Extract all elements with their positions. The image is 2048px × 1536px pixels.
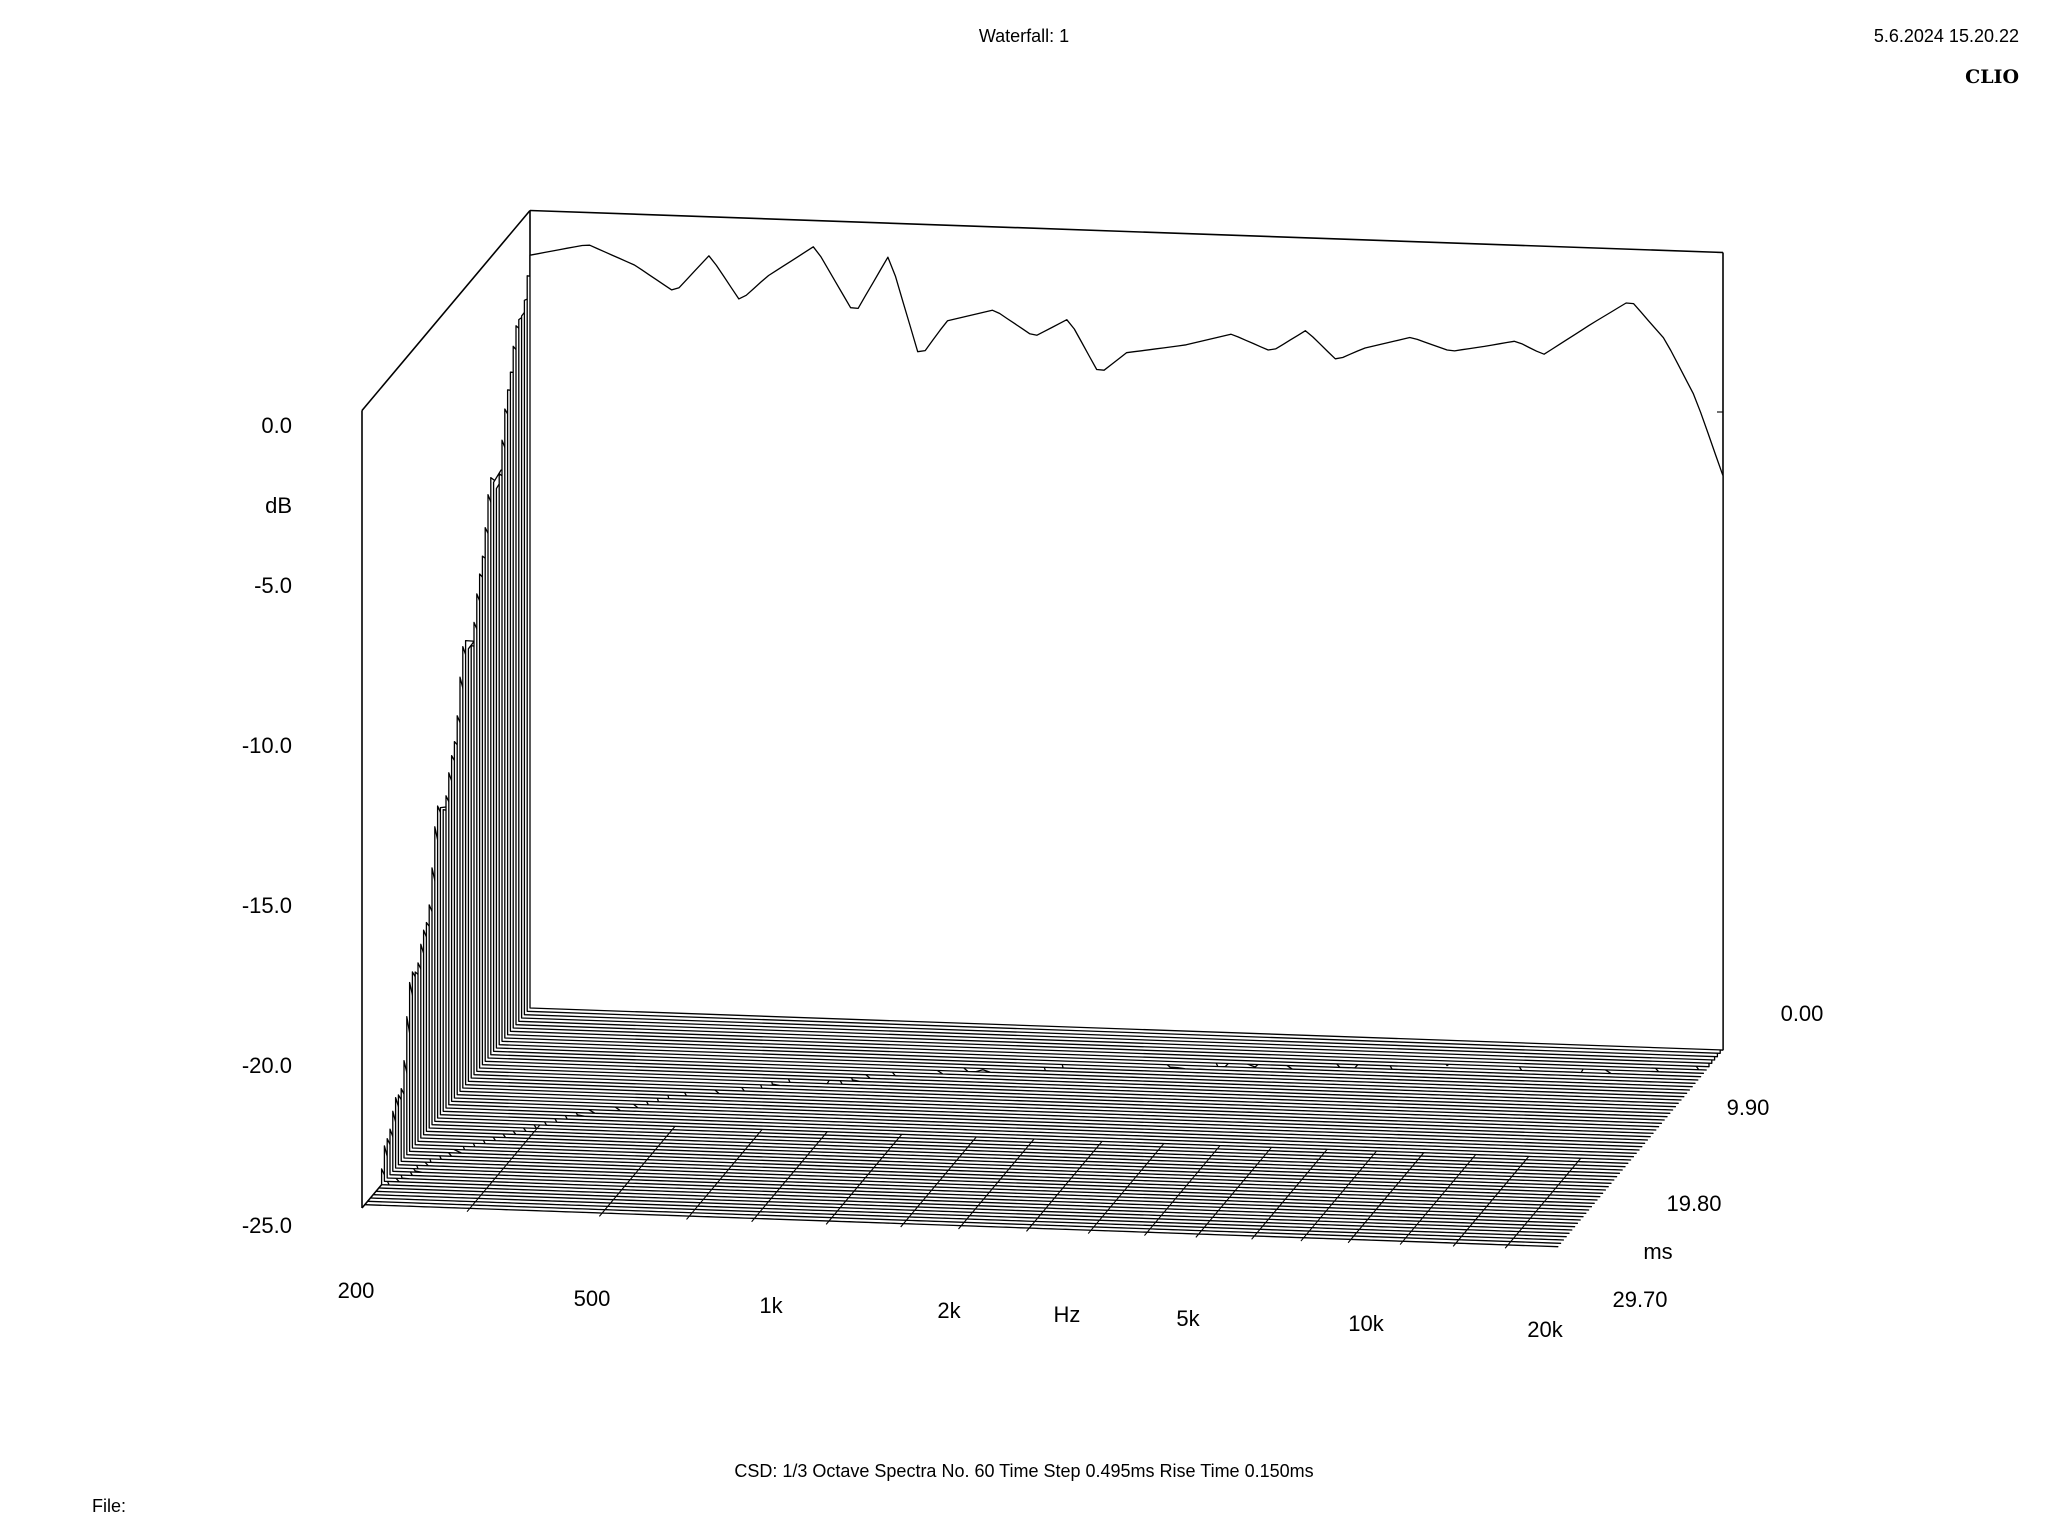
csd-settings: CSD: 1/3 Octave Spectra No. 60 Time Step… [734,1461,1314,1481]
spectrum-curve [400,1087,1595,1204]
axis-labels: 0.0 -5.0 -10.0 -15.0 -20.0 -25.0 dB 200 500 1k 2k 5… [242,413,1824,1342]
x-tick-label: 500 [574,1286,611,1311]
z-tick-label: -25.0 [242,1213,292,1238]
spectrum-curve [445,795,1640,1151]
y-tick-label: 0.00 [1781,1001,1824,1026]
spectrum-curve [450,754,1646,1144]
floor-grid-line [686,1129,763,1220]
spectrum-curve [378,1187,1573,1231]
x-tick-label: 1k [759,1293,783,1318]
z-tick-label: -5.0 [254,573,292,598]
spectrum-curve [394,1096,1590,1211]
z-tick-label: -10.0 [242,733,292,758]
file-label: File: [92,1496,127,1516]
spectrum-curve [397,1094,1593,1208]
spectrum-curve [366,1200,1562,1244]
x-axis-label: Hz [1054,1302,1081,1327]
spectrum-curve [442,807,1637,1154]
floor-grid-line [1195,1147,1272,1238]
floor-grid-line [1026,1141,1103,1232]
spectra-curves [364,244,1724,1248]
spectrum-curve [389,1128,1584,1218]
floor-grid-line [1452,1156,1530,1247]
spectrum-curve [408,981,1604,1194]
spectrum-curve [425,921,1621,1174]
spectrum-curve [411,971,1607,1191]
floor-grid-line [900,1136,977,1228]
y-tick-label: 19.80 [1666,1191,1721,1216]
floor-grid-line [1399,1154,1477,1245]
z-tick-label: -15.0 [242,893,292,918]
x-tick-label: 200 [338,1278,375,1303]
floor-grid-line [466,1121,544,1213]
x-tick-label: 5k [1176,1306,1200,1331]
chart-title: Waterfall: 1 [978,26,1070,46]
y-axis-label: ms [1643,1239,1672,1264]
spectrum-curve [383,1145,1579,1224]
spectrum-curve [448,772,1643,1148]
spectrum-curve [364,1204,1559,1248]
frame-edge [529,209,1724,254]
z-axis-label: dB [265,493,292,518]
spectrum-curve [428,904,1623,1171]
floor-grid-line [1347,1152,1425,1244]
floor-grid-line [825,1133,903,1225]
spectrum-curve [529,244,1724,1051]
spectrum-curve [403,1059,1598,1201]
timestamp: 5.6.2024 15.20.22 [1873,26,2019,46]
spectrum-curve [453,740,1649,1141]
floor-grid-line [1300,1150,1377,1242]
floor-grid-line [1087,1143,1165,1234]
spectrum-curve [372,1194,1567,1238]
x-tick-label: 20k [1527,1317,1563,1342]
z-tick-label: -20.0 [242,1053,292,1078]
spectrum-curve [369,1197,1565,1241]
spectrum-curve [436,805,1632,1161]
y-tick-label: 29.70 [1612,1287,1667,1312]
floor-grid-line [1504,1157,1582,1249]
floor-grid-line [598,1126,676,1217]
spectrum-curve [420,943,1615,1181]
y-tick-label: 9.90 [1727,1095,1770,1120]
z-tick-label: 0.0 [261,413,292,438]
spectrum-curve [375,1190,1570,1234]
floor-grid-line [751,1131,828,1223]
spectrum-curve [386,1138,1581,1221]
brand-logo: CLIO [1965,66,2019,88]
x-tick-label: 10k [1348,1311,1384,1336]
spectrum-curve [406,1016,1601,1198]
floor-grid-line [1251,1148,1328,1240]
spectrum-curve [439,806,1635,1158]
spectrum-curve [414,971,1609,1188]
frame-edge [361,209,531,412]
spectrum-curve [422,929,1618,1178]
floor-grid-line [1144,1145,1221,1236]
spectrum-curve [392,1110,1587,1214]
x-tick-label: 2k [937,1298,961,1323]
spectrum-curve [431,867,1626,1168]
spectrum-curve [417,962,1612,1184]
floor-grid [466,1121,1582,1249]
spectrum-curve [380,1168,1576,1228]
spectrum-curve [434,826,1629,1164]
floor-grid-line [958,1138,1035,1230]
